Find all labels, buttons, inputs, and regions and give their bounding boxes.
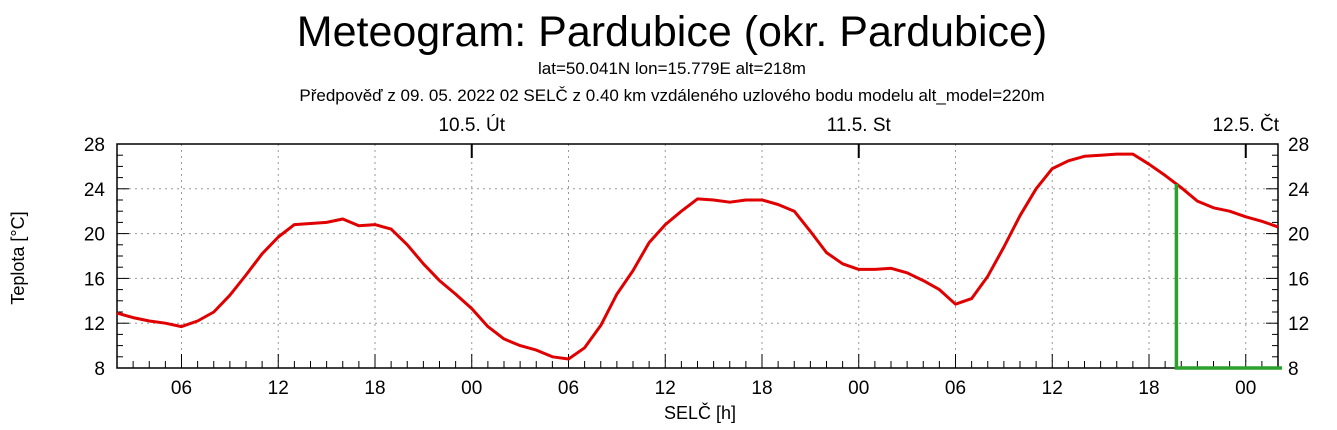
y-tick-label-right: 8 [1288, 359, 1299, 380]
x-tick-label: 18 [364, 378, 385, 399]
x-tick-label: 00 [1235, 378, 1256, 399]
y-tick-label-left: 8 [94, 359, 105, 380]
y-axis-label: Teplota [°C] [8, 211, 28, 304]
x-tick-label: 12 [268, 378, 289, 399]
y-tick-label-left: 20 [84, 225, 105, 246]
y-tick-label-left: 12 [84, 314, 105, 335]
current-time-marker [1174, 183, 1282, 370]
chart-title: Meteogram: Pardubice (okr. Pardubice) [297, 8, 1047, 56]
x-tick-label: 06 [171, 378, 192, 399]
y-tick-label-left: 28 [84, 135, 105, 156]
y-tick-label-right: 28 [1288, 135, 1309, 156]
y-tick-label-left: 16 [84, 269, 105, 290]
y-tick-label-right: 16 [1288, 269, 1309, 290]
y-tick-label-left: 24 [84, 180, 106, 201]
x-tick-label: 18 [1138, 378, 1159, 399]
x-tick-label: 06 [945, 378, 966, 399]
temperature-line [116, 152, 1279, 361]
y-tick-label-right: 24 [1288, 180, 1310, 201]
chart-subtitle-location: lat=50.041N lon=15.779E alt=218m [538, 59, 806, 78]
day-label: 10.5. Út [438, 114, 505, 136]
y-tick-label-right: 20 [1288, 225, 1309, 246]
plot-frame [116, 143, 1279, 369]
x-tick-label: 06 [558, 378, 579, 399]
day-label: 12.5. Čt [1212, 114, 1279, 136]
chart-subtitle-forecast: Předpověď z 09. 05. 2022 02 SELČ z 0.40 … [299, 86, 1044, 105]
y-tick-label-right: 12 [1288, 314, 1309, 335]
day-label: 11.5. St [827, 115, 892, 136]
x-tick-label: 12 [1042, 378, 1063, 399]
x-tick-label: 00 [848, 378, 869, 399]
x-tick-label: 12 [655, 378, 676, 399]
x-axis-label: SELČ [h] [664, 402, 736, 423]
x-tick-label: 18 [751, 378, 772, 399]
x-tick-label: 00 [461, 378, 482, 399]
